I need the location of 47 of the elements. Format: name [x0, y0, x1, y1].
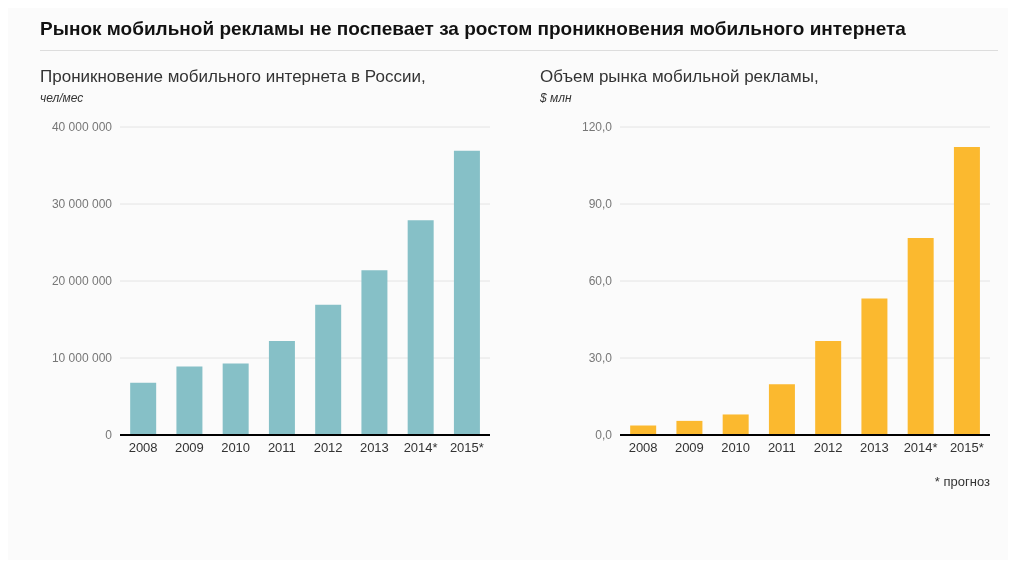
bar: [907, 237, 934, 435]
chart-subtitle: Проникновение мобильного интернета в России,: [40, 67, 427, 87]
bar: [676, 420, 703, 435]
chart-subtitle: Объем рынка мобильной рекламы,: [540, 67, 820, 87]
bar: [722, 414, 749, 435]
x-tick-label: 2011: [767, 440, 796, 456]
x-tick-label: 2014*: [403, 440, 438, 456]
bar: [453, 150, 480, 435]
chart-title: Рынок мобильной рекламы не поспевает за ростом проникновения мобильного интернета: [40, 18, 998, 51]
y-tick-label: 10 000 000: [51, 351, 113, 366]
y-tick-label: 30,0: [588, 351, 613, 366]
bar: [361, 270, 388, 435]
y-tick-label: 20 000 000: [51, 274, 113, 289]
y-tick-label: 0,0: [595, 428, 613, 443]
x-tick-label: 2015*: [949, 440, 984, 456]
y-tick-label: 90,0: [588, 197, 613, 212]
y-tick-label: 0: [105, 428, 113, 443]
y-axis-title: чел/мес: [40, 91, 85, 105]
x-tick-label: 2011: [267, 440, 296, 456]
x-tick-label: 2008: [128, 440, 158, 456]
bar: [222, 363, 249, 435]
bar: [815, 341, 842, 435]
x-tick-label: 2010: [221, 440, 251, 456]
x-tick-label: 2014*: [903, 440, 938, 456]
bar: [953, 147, 980, 435]
x-tick-label: 2012: [313, 440, 343, 456]
text: * прогноз: [934, 474, 990, 489]
bar: [130, 382, 157, 435]
x-tick-label: 2009: [674, 440, 704, 456]
x-tick-label: 2015*: [449, 440, 484, 456]
y-tick-label: 40 000 000: [51, 120, 113, 135]
bar: [861, 298, 888, 435]
y-tick-label: 120,0: [581, 120, 613, 135]
y-tick-label: 60,0: [588, 274, 613, 289]
bar: [768, 384, 795, 435]
bar: [315, 304, 342, 435]
bar: [268, 341, 295, 435]
bar: [407, 220, 434, 435]
x-tick-label: 2013: [359, 440, 389, 456]
y-axis-title: $ млн: [540, 91, 573, 105]
x-tick-label: 2010: [721, 440, 751, 456]
x-tick-label: 2009: [174, 440, 204, 456]
bar: [176, 366, 203, 435]
x-tick-label: 2008: [628, 440, 658, 456]
x-tick-label: 2012: [813, 440, 843, 456]
x-tick-label: 2013: [859, 440, 889, 456]
y-tick-label: 30 000 000: [51, 197, 113, 212]
